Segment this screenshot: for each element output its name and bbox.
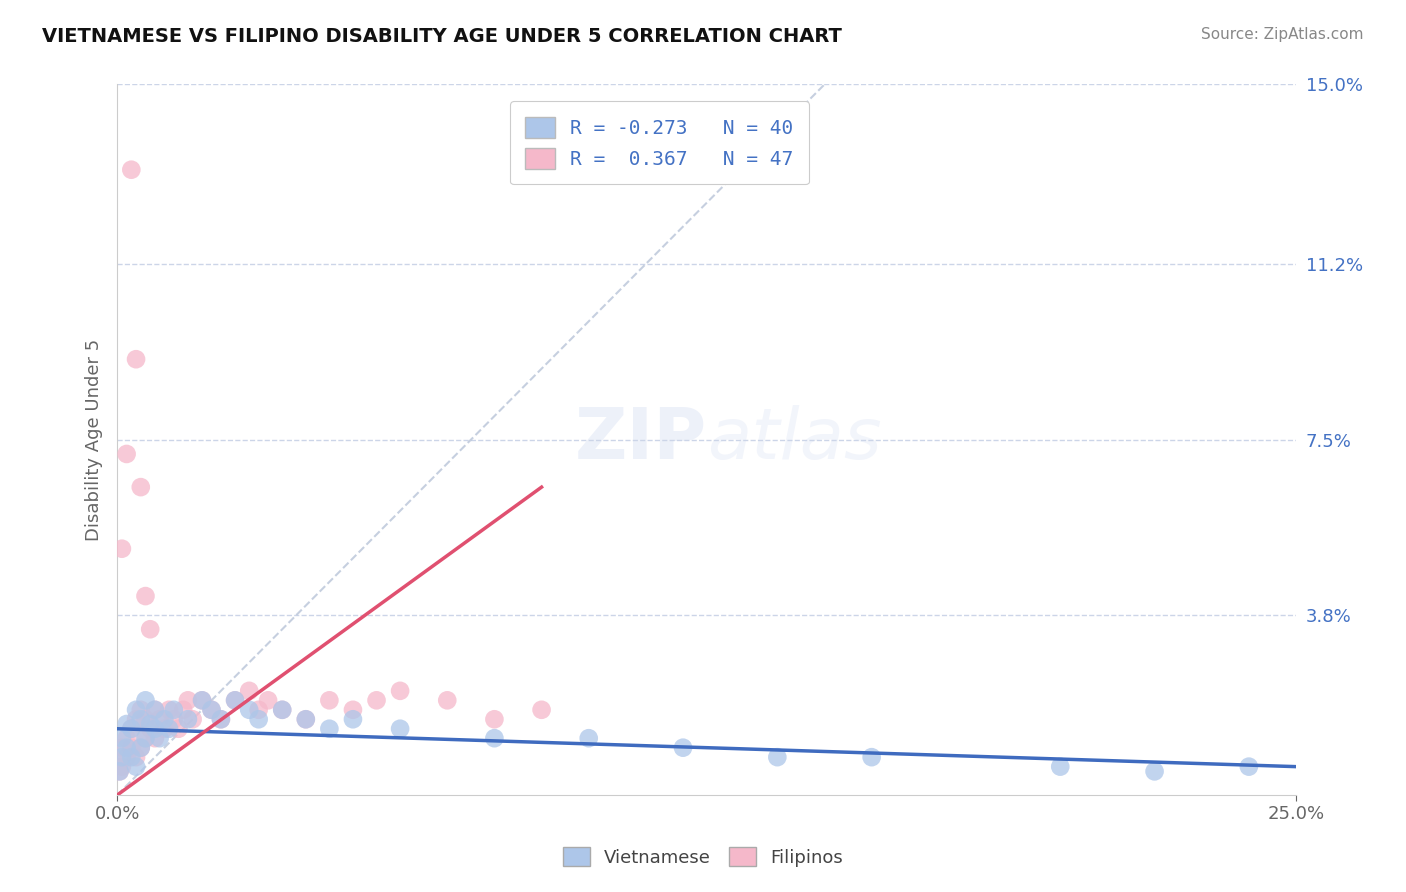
Point: [257, 693, 280, 707]
Point: [129, 703, 152, 717]
Point: [139, 722, 162, 736]
Text: Source: ZipAtlas.com: Source: ZipAtlas.com: [1201, 27, 1364, 42]
Point: [1049, 759, 1071, 773]
Legend: R = -0.273   N = 40, R =  0.367   N = 47: R = -0.273 N = 40, R = 0.367 N = 47: [510, 102, 808, 185]
Point: [766, 750, 789, 764]
Point: [153, 722, 176, 736]
Point: [111, 750, 134, 764]
Point: [167, 722, 190, 736]
Point: [389, 683, 412, 698]
Point: [125, 750, 148, 764]
Point: [111, 740, 134, 755]
Point: [111, 541, 134, 556]
Point: [108, 764, 131, 779]
Point: [129, 740, 152, 755]
Point: [120, 750, 142, 764]
Point: [153, 712, 176, 726]
Point: [294, 712, 316, 726]
Point: [129, 740, 152, 755]
Point: [209, 712, 232, 726]
Point: [125, 712, 148, 726]
Point: [134, 693, 156, 707]
Point: [129, 712, 152, 726]
Point: [238, 683, 260, 698]
Point: [238, 703, 260, 717]
Point: [143, 703, 166, 717]
Point: [111, 759, 134, 773]
Point: [191, 693, 214, 707]
Point: [134, 712, 156, 726]
Point: [672, 740, 695, 755]
Point: [1237, 759, 1260, 773]
Text: VIETNAMESE VS FILIPINO DISABILITY AGE UNDER 5 CORRELATION CHART: VIETNAMESE VS FILIPINO DISABILITY AGE UN…: [42, 27, 842, 45]
Point: [860, 750, 883, 764]
Point: [111, 731, 134, 746]
Point: [172, 703, 194, 717]
Point: [247, 712, 270, 726]
Y-axis label: Disability Age Under 5: Disability Age Under 5: [86, 339, 103, 541]
Point: [200, 703, 222, 717]
Point: [143, 722, 166, 736]
Point: [366, 693, 388, 707]
Point: [157, 703, 180, 717]
Point: [120, 722, 142, 736]
Point: [120, 722, 142, 736]
Point: [484, 712, 506, 726]
Point: [224, 693, 246, 707]
Point: [181, 712, 204, 726]
Point: [149, 731, 172, 746]
Point: [1143, 764, 1166, 779]
Point: [143, 731, 166, 746]
Point: [271, 703, 294, 717]
Point: [177, 712, 200, 726]
Point: [129, 480, 152, 494]
Point: [115, 740, 138, 755]
Point: [200, 703, 222, 717]
Point: [342, 712, 364, 726]
Point: [149, 712, 172, 726]
Point: [209, 712, 232, 726]
Point: [125, 352, 148, 367]
Point: [134, 589, 156, 603]
Point: [191, 693, 214, 707]
Point: [436, 693, 458, 707]
Point: [530, 703, 553, 717]
Point: [139, 622, 162, 636]
Point: [125, 759, 148, 773]
Point: [120, 740, 142, 755]
Point: [163, 712, 186, 726]
Point: [143, 703, 166, 717]
Point: [115, 731, 138, 746]
Legend: Vietnamese, Filipinos: Vietnamese, Filipinos: [555, 840, 851, 874]
Point: [318, 693, 340, 707]
Point: [389, 722, 412, 736]
Point: [115, 717, 138, 731]
Point: [120, 162, 142, 177]
Point: [134, 731, 156, 746]
Point: [578, 731, 600, 746]
Point: [247, 703, 270, 717]
Point: [224, 693, 246, 707]
Point: [134, 731, 156, 746]
Point: [125, 703, 148, 717]
Point: [115, 447, 138, 461]
Point: [157, 722, 180, 736]
Point: [177, 693, 200, 707]
Point: [294, 712, 316, 726]
Text: ZIP: ZIP: [575, 405, 707, 475]
Point: [139, 717, 162, 731]
Point: [163, 703, 186, 717]
Point: [342, 703, 364, 717]
Text: atlas: atlas: [707, 405, 882, 475]
Point: [271, 703, 294, 717]
Point: [108, 764, 131, 779]
Point: [115, 750, 138, 764]
Point: [484, 731, 506, 746]
Point: [318, 722, 340, 736]
